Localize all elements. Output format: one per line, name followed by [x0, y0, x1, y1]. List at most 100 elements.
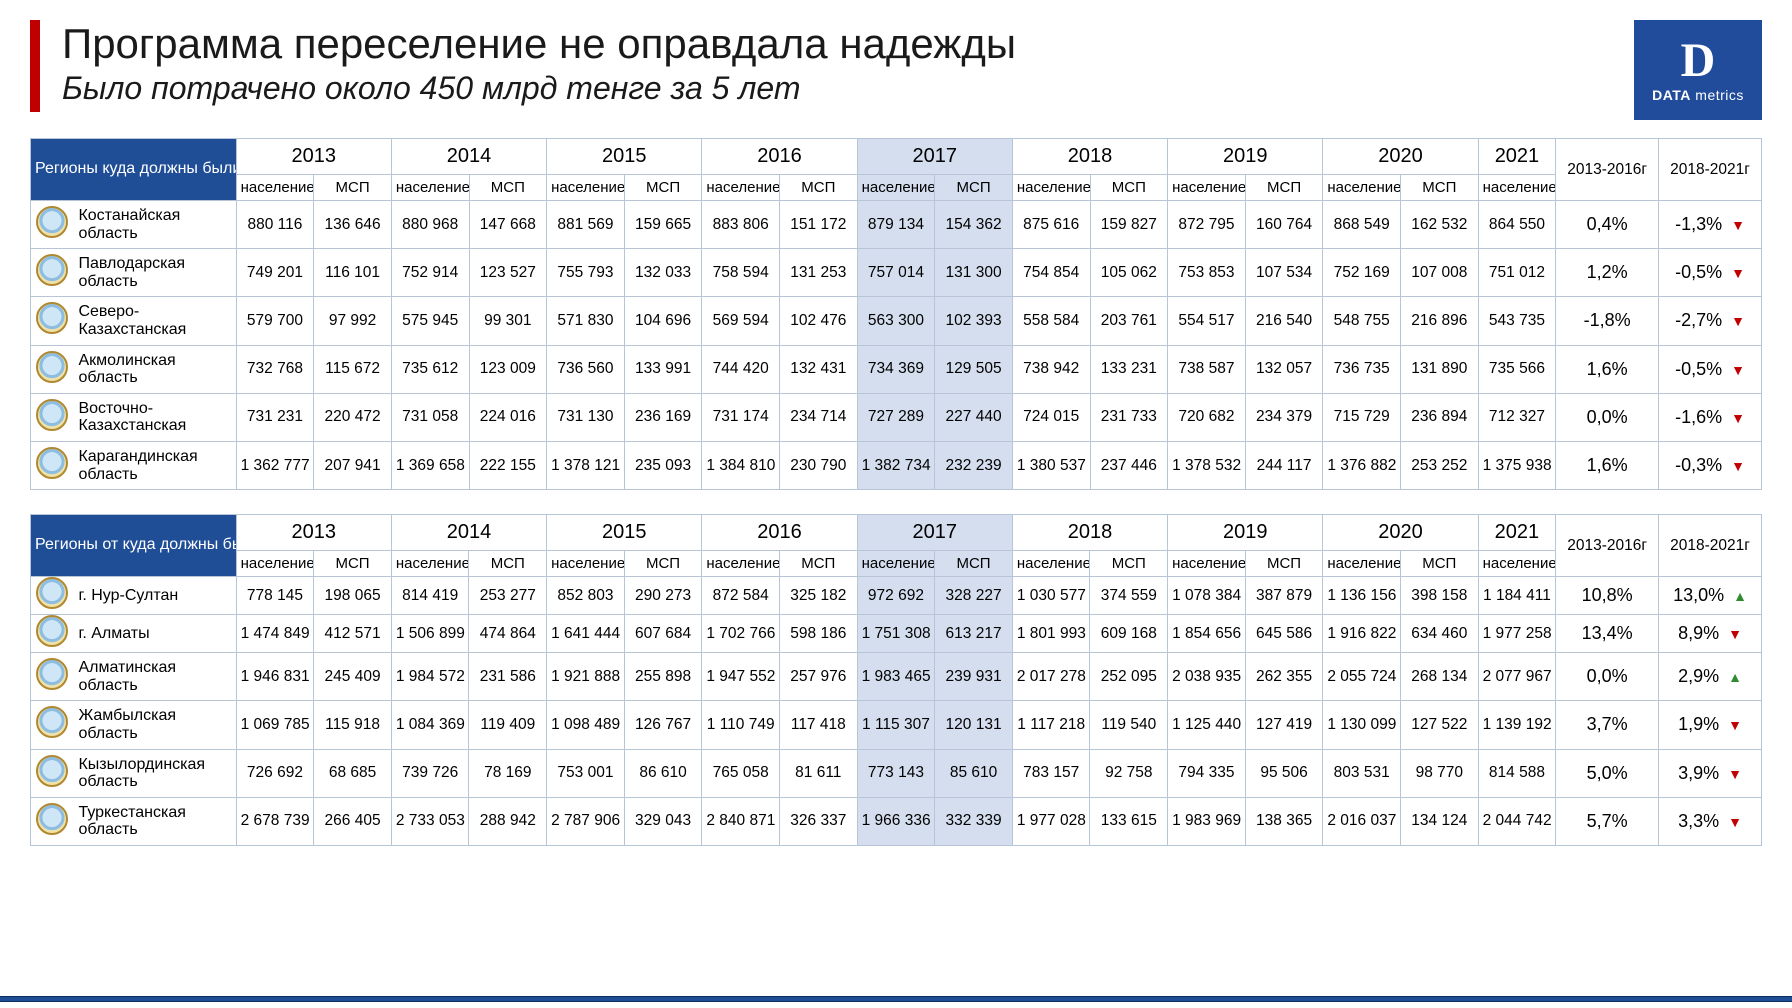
data-cell: 1 139 192 [1478, 701, 1556, 749]
data-cell: 216 540 [1245, 297, 1323, 345]
data-cell: 133 615 [1090, 797, 1168, 845]
data-cell: 613 217 [935, 615, 1013, 653]
pct-2013-2016: 1,6% [1556, 345, 1659, 393]
data-cell: 115 918 [314, 701, 392, 749]
data-cell: 2 787 906 [547, 797, 625, 845]
data-cell: 78 169 [469, 749, 547, 797]
table-destination-regions: Регионы куда должны были переехать2013 20… [30, 138, 1762, 490]
sub-msp: МСП [779, 551, 857, 577]
sub-msp: МСП [935, 551, 1013, 577]
data-cell: 224 016 [469, 393, 547, 441]
data-cell: 753 001 [547, 749, 625, 797]
trend-down-icon: ▼ [1728, 626, 1742, 642]
data-cell: 738 587 [1168, 345, 1246, 393]
data-cell: 257 976 [779, 653, 857, 701]
data-cell: 571 830 [547, 297, 625, 345]
data-cell: 1 983 969 [1168, 797, 1246, 845]
data-cell: 2 077 967 [1478, 653, 1556, 701]
data-cell: 1 130 099 [1323, 701, 1401, 749]
data-cell: 731 058 [391, 393, 469, 441]
trend-down-icon: ▼ [1731, 410, 1745, 426]
year-header: 2021 [1478, 139, 1556, 175]
data-cell: 1 966 336 [857, 797, 935, 845]
sub-msp: МСП [469, 551, 547, 577]
data-cell: 731 231 [236, 393, 314, 441]
data-cell: 115 672 [314, 345, 392, 393]
pct-2013-2016: 0,4% [1556, 201, 1659, 249]
data-cell: 1 702 766 [702, 615, 780, 653]
data-cell: 1 946 831 [236, 653, 314, 701]
sub-pop: население [857, 175, 935, 201]
data-cell: 1 378 121 [547, 441, 625, 489]
trend-down-icon: ▼ [1728, 717, 1742, 733]
data-cell: 102 393 [935, 297, 1013, 345]
data-cell: 86 610 [624, 749, 702, 797]
region-name: Акмолинская область [72, 345, 236, 393]
year-header: 2020 [1323, 515, 1478, 551]
table-row: Туркестанская область2 678 739266 4052 7… [31, 797, 1762, 845]
region-name: г. Алматы [72, 615, 236, 653]
data-cell: 1 474 849 [236, 615, 314, 653]
pct-2018-2021: -2,7% ▼ [1659, 297, 1762, 345]
year-header: 2018 [1012, 139, 1167, 175]
table-row: Северо-Казахстанская579 70097 992575 945… [31, 297, 1762, 345]
sub-msp: МСП [1245, 175, 1323, 201]
data-cell: 237 446 [1090, 441, 1168, 489]
data-cell: 575 945 [391, 297, 469, 345]
sub-msp: МСП [624, 551, 702, 577]
year-header: 2013 [236, 139, 391, 175]
table-row: Карагандинская область1 362 777207 9411 … [31, 441, 1762, 489]
year-header: 2018 [1012, 515, 1167, 551]
tables-container: Регионы куда должны были переехать2013 20… [30, 138, 1762, 846]
region-emblem-icon [31, 345, 73, 393]
data-cell: 98 770 [1400, 749, 1478, 797]
pct2-header: 2018-2021г [1659, 139, 1762, 201]
data-cell: 753 853 [1168, 249, 1246, 297]
data-cell: 1 947 552 [702, 653, 780, 701]
pct-2018-2021: -1,3% ▼ [1659, 201, 1762, 249]
data-cell: 326 337 [779, 797, 857, 845]
data-cell: 207 941 [314, 441, 392, 489]
data-cell: 123 009 [469, 345, 547, 393]
data-cell: 548 755 [1323, 297, 1401, 345]
data-cell: 236 169 [624, 393, 702, 441]
sub-msp: МСП [314, 175, 392, 201]
data-cell: 329 043 [624, 797, 702, 845]
table-row: Костанайская область880 116136 646880 96… [31, 201, 1762, 249]
sub-msp: МСП [780, 175, 858, 201]
data-cell: 1 384 810 [702, 441, 780, 489]
data-cell: 752 169 [1323, 249, 1401, 297]
table-row: Восточно-Казахстанская731 231220 472731 … [31, 393, 1762, 441]
data-cell: 136 646 [314, 201, 392, 249]
trend-up-icon: ▲ [1733, 588, 1747, 604]
title-accent-bar [30, 20, 40, 112]
data-cell: 288 942 [469, 797, 547, 845]
pct-2013-2016: -1,8% [1556, 297, 1659, 345]
region-header: Регионы куда должны были переехать [31, 139, 237, 201]
data-cell: 579 700 [236, 297, 314, 345]
data-cell: 85 610 [935, 749, 1013, 797]
sub-pop: население [1323, 175, 1401, 201]
region-emblem-icon [31, 701, 73, 749]
region-name: Северо-Казахстанская [72, 297, 236, 345]
data-cell: 1 506 899 [391, 615, 469, 653]
data-cell: 2 840 871 [702, 797, 780, 845]
data-cell: 732 768 [236, 345, 314, 393]
year-header: 2019 [1168, 139, 1323, 175]
pct-2018-2021: -0,3% ▼ [1659, 441, 1762, 489]
data-cell: 1 641 444 [547, 615, 625, 653]
data-cell: 131 253 [780, 249, 858, 297]
logo-text: DATA metrics [1652, 87, 1744, 103]
data-cell: 773 143 [857, 749, 935, 797]
data-cell: 1 854 656 [1168, 615, 1246, 653]
sub-pop: население [1478, 175, 1556, 201]
data-cell: 972 692 [857, 577, 935, 615]
data-cell: 1 084 369 [391, 701, 469, 749]
data-cell: 1 369 658 [391, 441, 469, 489]
sub-msp: МСП [1401, 175, 1479, 201]
data-cell: 116 101 [314, 249, 392, 297]
data-cell: 736 560 [547, 345, 625, 393]
data-cell: 2 044 742 [1478, 797, 1556, 845]
region-emblem-icon [31, 297, 73, 345]
data-cell: 734 369 [857, 345, 935, 393]
